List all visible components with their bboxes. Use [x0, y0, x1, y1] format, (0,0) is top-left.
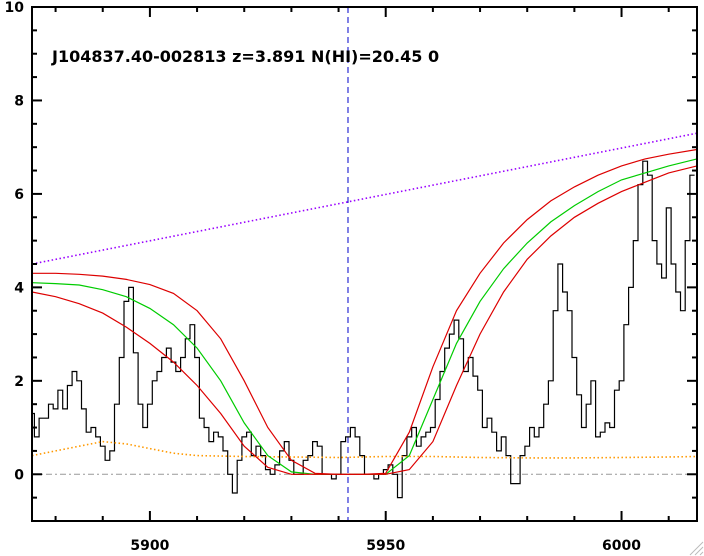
y-tick-label: 8 [14, 93, 24, 109]
resize-grip-icon [689, 541, 704, 556]
axes-layer: 5900 5950 6000 0 2 4 6 8 10 [5, 0, 698, 554]
x-tick-label: 6000 [602, 538, 641, 554]
y-tick-label: 2 [14, 374, 24, 390]
series-layer [32, 7, 697, 521]
y-tick-label: 10 [5, 0, 25, 16]
y-tick-label: 0 [14, 467, 24, 483]
series-error-line [32, 440, 697, 459]
x-tick-label: 5900 [130, 538, 169, 554]
series-lower-bound-line [32, 165, 697, 475]
y-tick-label: 4 [14, 280, 24, 296]
x-tick-label: 5950 [366, 538, 405, 554]
spectrum-annotation: J104837.40-002813 z=3.891 N(HI)=20.45 0 [51, 47, 439, 66]
plot-area [32, 7, 697, 521]
series-continuum-line [32, 132, 697, 265]
series-flux-line [32, 160, 695, 499]
y-tick-label: 6 [14, 187, 24, 203]
